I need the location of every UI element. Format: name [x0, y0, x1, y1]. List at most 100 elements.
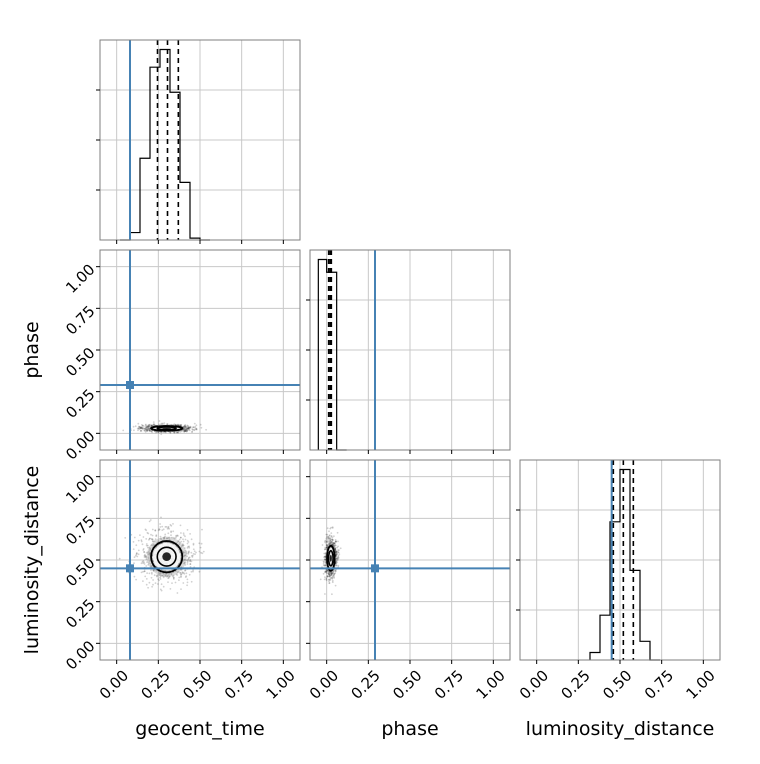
scatter-geocent-time-vs-phase-point: [139, 430, 142, 432]
scatter-geocent-time-vs-luminosity-distance-contour-mid: [156, 546, 177, 567]
scatter-geocent-time-vs-luminosity-distance-point: [151, 528, 154, 531]
scatter-geocent-time-vs-phase-point: [146, 424, 149, 427]
scatter-geocent-time-vs-luminosity-distance-point: [142, 560, 145, 562]
scatter-phase-vs-luminosity-distance-point: [331, 526, 334, 528]
scatter-geocent-time-vs-luminosity-distance-point: [195, 551, 197, 554]
scatter-geocent-time-vs-luminosity-distance-point: [148, 551, 151, 554]
scatter-geocent-time-vs-luminosity-distance-point: [185, 572, 188, 575]
scatter-geocent-time-vs-luminosity-distance-point: [165, 573, 168, 575]
scatter-geocent-time-vs-luminosity-distance-point: [149, 549, 151, 552]
scatter-phase-vs-luminosity-distance-point: [326, 546, 329, 549]
scatter-phase-vs-luminosity-distance-point: [337, 558, 339, 560]
scatter-geocent-time-vs-luminosity-distance-point: [154, 529, 157, 532]
scatter-phase-vs-luminosity-distance-point: [328, 582, 331, 584]
scatter-geocent-time-vs-luminosity-distance-point: [184, 535, 186, 538]
scatter-geocent-time-vs-luminosity-distance-point: [184, 538, 187, 541]
scatter-phase-vs-luminosity-distance-point: [328, 530, 330, 533]
xtick-label-luminosity-distance-2: 0.50: [599, 666, 635, 702]
scatter-geocent-time-vs-luminosity-distance-point: [198, 570, 201, 573]
scatter-geocent-time-vs-phase-point: [144, 424, 147, 427]
scatter-phase-vs-luminosity-distance-point: [334, 584, 337, 587]
scatter-geocent-time-vs-luminosity-distance-point: [152, 579, 155, 581]
scatter-geocent-time-vs-luminosity-distance-point: [162, 585, 165, 588]
scatter-phase-vs-luminosity-distance-point: [335, 559, 338, 562]
scatter-geocent-time-vs-luminosity-distance-point: [185, 552, 188, 555]
scatter-phase-vs-luminosity-distance-point: [329, 541, 331, 543]
scatter-phase-vs-luminosity-distance-point: [334, 550, 337, 553]
scatter-geocent-time-vs-phase-point: [179, 424, 182, 426]
scatter-geocent-time-vs-luminosity-distance-point: [157, 578, 160, 580]
scatter-geocent-time-vs-phase-point: [186, 429, 188, 431]
ylabel-phase: phase: [21, 321, 43, 378]
scatter-geocent-time-vs-phase-point: [175, 431, 178, 434]
scatter-geocent-time-vs-luminosity-distance-point: [185, 575, 188, 577]
scatter-geocent-time-vs-luminosity-distance-point: [183, 562, 186, 564]
scatter-geocent-time-vs-luminosity-distance-point: [201, 528, 203, 531]
scatter-phase-vs-luminosity-distance-point: [335, 550, 337, 553]
scatter-phase-vs-luminosity-distance-point: [330, 572, 333, 575]
scatter-phase-vs-luminosity-distance-point: [335, 555, 337, 558]
scatter-geocent-time-vs-phase-point: [200, 426, 203, 429]
scatter-geocent-time-vs-luminosity-distance-point: [153, 574, 156, 577]
scatter-phase-vs-luminosity-distance-point: [332, 571, 334, 574]
scatter-phase-vs-luminosity-distance-point: [330, 532, 333, 534]
scatter-phase-vs-luminosity-distance-point: [324, 570, 327, 573]
scatter-geocent-time-vs-luminosity-distance-point: [165, 526, 168, 528]
scatter-geocent-time-vs-luminosity-distance-point: [147, 546, 149, 549]
scatter-geocent-time-vs-luminosity-distance-point: [170, 524, 173, 527]
scatter-geocent-time-vs-phase-point: [138, 428, 141, 430]
scatter-geocent-time-vs-luminosity-distance-point: [146, 561, 148, 563]
scatter-geocent-time-vs-phase-point: [146, 429, 149, 432]
scatter-geocent-time-vs-phase-point: [177, 431, 180, 434]
scatter-geocent-time-vs-luminosity-distance-point: [156, 574, 159, 576]
scatter-geocent-time-vs-phase-point: [146, 429, 148, 432]
scatter-phase-vs-luminosity-distance-point: [326, 533, 329, 536]
scatter-geocent-time-vs-luminosity-distance-point: [183, 551, 185, 554]
scatter-geocent-time-vs-luminosity-distance-point: [157, 529, 160, 532]
ytick-label-phase-4: 1.00: [62, 260, 98, 296]
scatter-geocent-time-vs-phase-point: [187, 427, 190, 430]
scatter-phase-vs-luminosity-distance-point: [327, 536, 330, 538]
scatter-geocent-time-vs-luminosity-distance-point: [148, 560, 151, 562]
scatter-geocent-time-vs-luminosity-distance-point: [190, 538, 193, 541]
scatter-phase-vs-luminosity-distance-point: [335, 551, 337, 554]
scatter-geocent-time-vs-luminosity-distance-point: [184, 554, 187, 556]
scatter-geocent-time-vs-luminosity-distance-point: [164, 533, 167, 536]
scatter-geocent-time-vs-phase-point: [153, 423, 155, 426]
scatter-geocent-time-vs-luminosity-distance-point: [187, 552, 190, 555]
scatter-geocent-time-vs-luminosity-distance-point: [144, 575, 147, 578]
scatter-phase-vs-luminosity-distance-point: [335, 562, 337, 564]
scatter-geocent-time-vs-luminosity-distance-point: [182, 562, 185, 565]
scatter-geocent-time-vs-luminosity-distance-point: [156, 575, 159, 578]
scatter-geocent-time-vs-luminosity-distance-point: [182, 571, 185, 574]
scatter-geocent-time-vs-luminosity-distance-point: [167, 537, 170, 539]
xtick-label-phase-0: 0.00: [306, 666, 342, 702]
scatter-phase-vs-luminosity-distance-point: [331, 572, 333, 574]
scatter-phase-vs-luminosity-distance-point: [335, 564, 337, 567]
scatter-geocent-time-vs-luminosity-distance-point: [178, 543, 181, 546]
scatter-phase-vs-luminosity-distance-point: [334, 547, 337, 549]
scatter-geocent-time-vs-phase-point: [161, 431, 163, 433]
scatter-geocent-time-vs-luminosity-distance-point: [155, 574, 158, 577]
scatter-phase-vs-luminosity-distance-point: [323, 555, 326, 558]
scatter-geocent-time-vs-luminosity-distance-point: [190, 555, 193, 557]
scatter-geocent-time-vs-phase-point: [191, 431, 193, 433]
scatter-phase-vs-luminosity-distance-point: [337, 551, 340, 554]
scatter-geocent-time-vs-luminosity-distance-point: [137, 553, 140, 556]
scatter-phase-vs-luminosity-distance-point: [333, 574, 335, 576]
scatter-geocent-time-vs-luminosity-distance-point: [145, 538, 148, 540]
scatter-geocent-time-vs-phase-point: [189, 427, 192, 429]
scatter-phase-vs-luminosity-distance-point: [335, 560, 338, 563]
scatter-geocent-time-vs-luminosity-distance-point: [136, 555, 139, 558]
scatter-geocent-time-vs-phase-point: [184, 430, 187, 432]
scatter-phase-vs-luminosity-distance-point: [331, 576, 334, 579]
scatter-phase-vs-luminosity-distance-point: [335, 550, 338, 553]
scatter-phase-vs-luminosity-distance-point: [324, 555, 327, 558]
scatter-phase-vs-luminosity-distance-point: [325, 546, 328, 548]
scatter-geocent-time-vs-phase-point: [187, 429, 190, 431]
scatter-phase-vs-luminosity-distance-point: [324, 564, 327, 566]
scatter-geocent-time-vs-phase-point: [182, 429, 185, 431]
scatter-phase-vs-luminosity-distance-point: [334, 549, 337, 551]
scatter-geocent-time-vs-luminosity-distance-point: [147, 553, 150, 556]
